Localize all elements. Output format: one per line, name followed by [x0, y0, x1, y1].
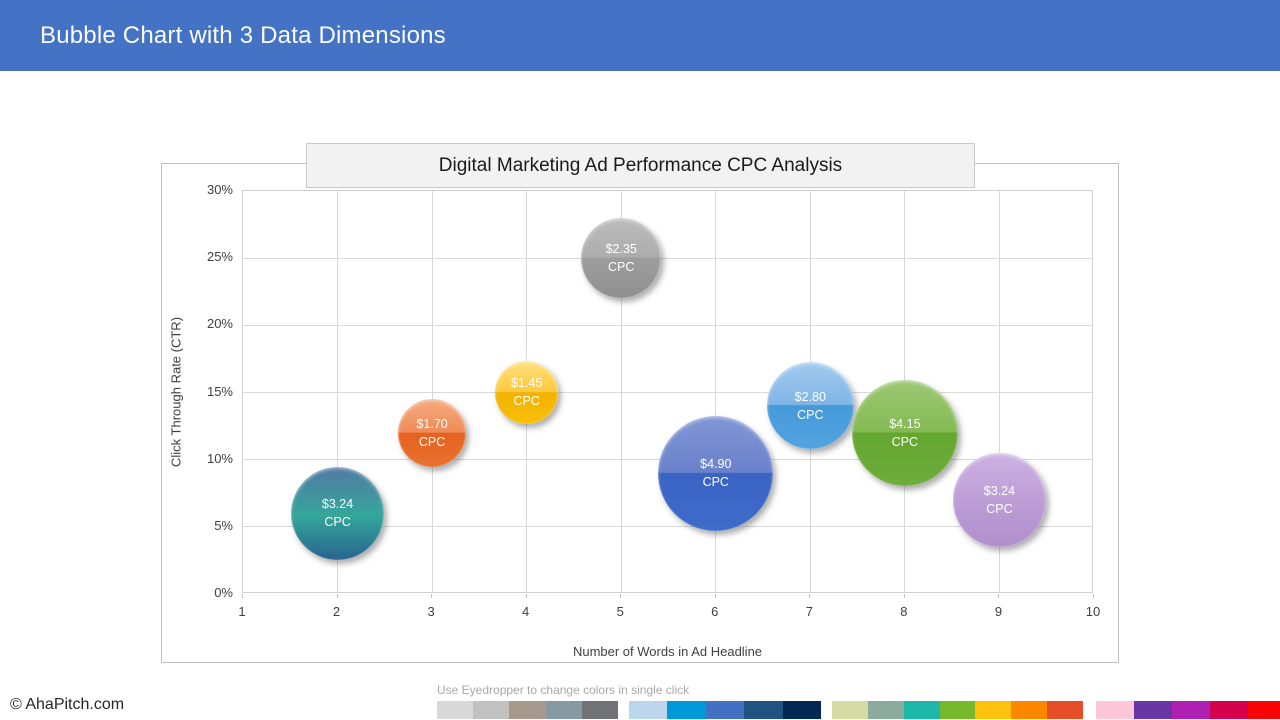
x-tick-mark	[1093, 594, 1094, 598]
x-tick-label: 10	[1085, 604, 1101, 619]
x-tick-mark	[809, 594, 811, 598]
plot-area[interactable]: $3.24 CPC $1.70 CPC $1.45 CPC $2.35 CPC $4.90 CPC…	[242, 190, 1093, 593]
gridline-vertical	[431, 191, 433, 592]
x-axis-title: Number of Words in Ad Headline	[572, 644, 763, 659]
bubble-green[interactable]: $4.15 CPC	[851, 379, 958, 486]
y-tick-label: 5%	[214, 517, 233, 533]
y-tick-label: 0%	[214, 585, 233, 600]
slide-title: Bubble Chart with 3 Data Dimensions	[40, 22, 446, 49]
x-tick-label: 3	[427, 604, 435, 619]
palette-swatch[interactable]	[509, 701, 546, 719]
bubble-label: $2.35 CPC	[605, 242, 637, 275]
palette-swatch[interactable]	[903, 701, 940, 719]
palette-group	[437, 701, 619, 719]
gridline-horizontal	[243, 392, 1092, 393]
gridline-vertical	[715, 191, 717, 592]
bubble-label: $3.24 CPC	[983, 483, 1016, 516]
y-tick-label: 15%	[206, 383, 233, 399]
x-tick-label: 4	[522, 604, 530, 619]
bubble-purple[interactable]: $3.24 CPC	[952, 453, 1047, 547]
x-tick-mark	[998, 594, 1000, 598]
footer-copyright: © AhaPitch.com	[10, 696, 125, 713]
palette-swatch[interactable]	[545, 701, 582, 719]
palette-group	[832, 701, 1084, 719]
palette-swatch[interactable]	[1172, 701, 1210, 719]
palette-swatch[interactable]	[867, 701, 904, 719]
x-tick-mark	[431, 594, 433, 598]
bubble-label: $4.15 CPC	[889, 416, 921, 449]
x-tick-label: 8	[900, 604, 908, 619]
palette-swatch[interactable]	[1011, 701, 1048, 719]
gridline-vertical	[998, 191, 1000, 592]
header-bar: Bubble Chart with 3 Data Dimensions	[0, 0, 1280, 71]
palette-group	[629, 701, 822, 719]
eyedropper-hint: Use Eyedropper to change colors in singl…	[437, 683, 690, 697]
bubble-teal[interactable]: $3.24 CPC	[290, 466, 385, 561]
palette-swatch[interactable]	[667, 701, 706, 719]
x-tick-label: 1	[238, 604, 246, 619]
bubble-blue[interactable]: $4.90 CPC	[658, 415, 774, 531]
palette-swatch[interactable]	[975, 701, 1012, 719]
y-tick-label: 20%	[206, 316, 233, 332]
palette-swatch[interactable]	[1248, 701, 1280, 719]
x-tick-label: 9	[994, 604, 1003, 619]
bubble-label: $4.90 CPC	[700, 457, 732, 490]
x-tick-label: 2	[332, 604, 341, 619]
x-tick-mark	[903, 594, 905, 598]
bubble-gray[interactable]: $2.35 CPC	[581, 218, 662, 298]
x-tick-mark	[620, 594, 622, 598]
palette-swatch[interactable]	[744, 701, 783, 719]
palette-swatch[interactable]	[1210, 701, 1248, 719]
palette-swatch[interactable]	[1096, 701, 1134, 719]
bubble-yellow[interactable]: $1.45 CPC	[495, 361, 558, 424]
y-tick-label: 25%	[206, 249, 233, 265]
gridline-horizontal	[243, 526, 1092, 528]
palette-swatch[interactable]	[1134, 701, 1172, 719]
x-tick-label: 5	[616, 604, 624, 619]
x-tick-label: 7	[805, 604, 813, 619]
color-palette-strip	[437, 701, 1280, 719]
palette-swatch[interactable]	[629, 701, 668, 719]
bubble-label: $1.70 CPC	[416, 416, 448, 449]
bubble-label: $3.24 CPC	[321, 497, 354, 530]
chart-title-box[interactable]: Digital Marketing Ad Performance CPC Ana…	[306, 143, 975, 188]
palette-swatch[interactable]	[437, 701, 474, 719]
x-tick-mark	[714, 594, 716, 598]
y-tick-label: 30%	[206, 182, 233, 197]
x-tick-mark	[336, 594, 338, 598]
bubble-light-blue[interactable]: $2.80 CPC	[766, 362, 854, 450]
palette-swatch[interactable]	[1047, 701, 1084, 719]
x-tick-mark	[242, 594, 243, 598]
palette-group	[1096, 701, 1280, 719]
palette-swatch[interactable]	[782, 701, 822, 719]
bubble-label: $2.80 CPC	[794, 389, 826, 422]
x-tick-mark	[525, 594, 527, 598]
gridline-vertical	[337, 191, 339, 592]
chart-title: Digital Marketing Ad Performance CPC Ana…	[438, 154, 843, 176]
gridline-horizontal	[243, 324, 1092, 326]
y-tick-label: 10%	[206, 450, 233, 466]
x-tick-label: 6	[711, 604, 719, 619]
gridline-horizontal	[243, 257, 1092, 259]
palette-swatch[interactable]	[705, 701, 745, 719]
palette-swatch[interactable]	[939, 701, 976, 719]
palette-swatch[interactable]	[581, 701, 619, 719]
bubble-orange[interactable]: $1.70 CPC	[398, 398, 466, 467]
gridline-vertical	[620, 191, 622, 592]
palette-swatch[interactable]	[832, 701, 868, 719]
palette-swatch[interactable]	[473, 701, 510, 719]
bubble-label: $1.45 CPC	[511, 376, 543, 409]
